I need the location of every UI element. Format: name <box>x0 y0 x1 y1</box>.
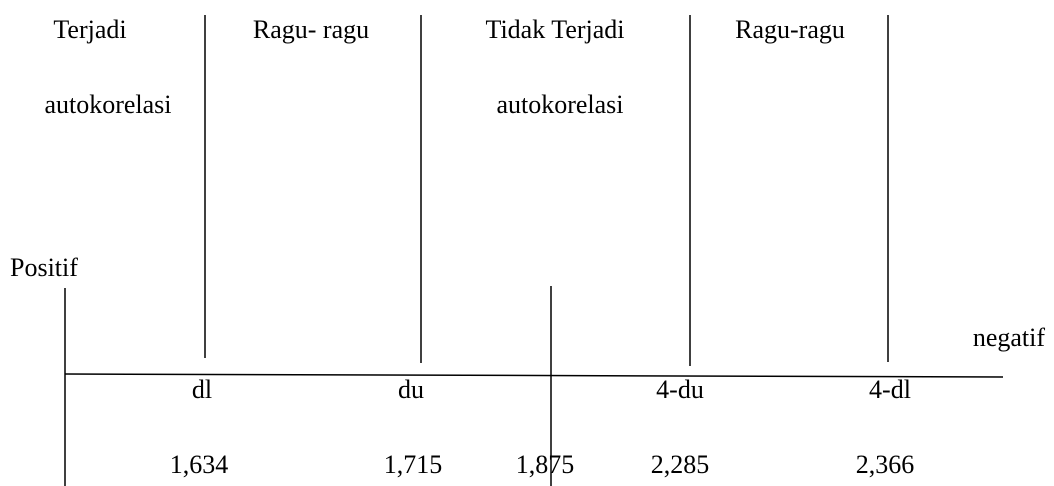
left-label: Positif <box>10 253 78 282</box>
boundary-value: 1,715 <box>384 450 443 479</box>
boundary-value: 2,285 <box>651 450 710 479</box>
boundary-symbol: du <box>398 375 424 404</box>
boundary-value: 1,875 <box>516 450 575 479</box>
region-label: Ragu- ragu <box>253 15 369 44</box>
region-label: autokorelasi <box>44 90 171 119</box>
boundary-symbol: 4-dl <box>869 375 911 404</box>
boundary-value: 1,634 <box>170 450 229 479</box>
boundary-symbol: 4-du <box>656 375 704 404</box>
region-label: Ragu-ragu <box>735 15 845 44</box>
axis <box>64 373 1004 378</box>
boundary-symbol: dl <box>192 375 212 404</box>
region-label: Tidak Terjadi <box>485 15 624 44</box>
boundary-value: 2,366 <box>856 450 915 479</box>
region-label: Terjadi <box>53 15 126 44</box>
right-label: negatif <box>973 323 1046 352</box>
region-label: autokorelasi <box>496 90 623 119</box>
